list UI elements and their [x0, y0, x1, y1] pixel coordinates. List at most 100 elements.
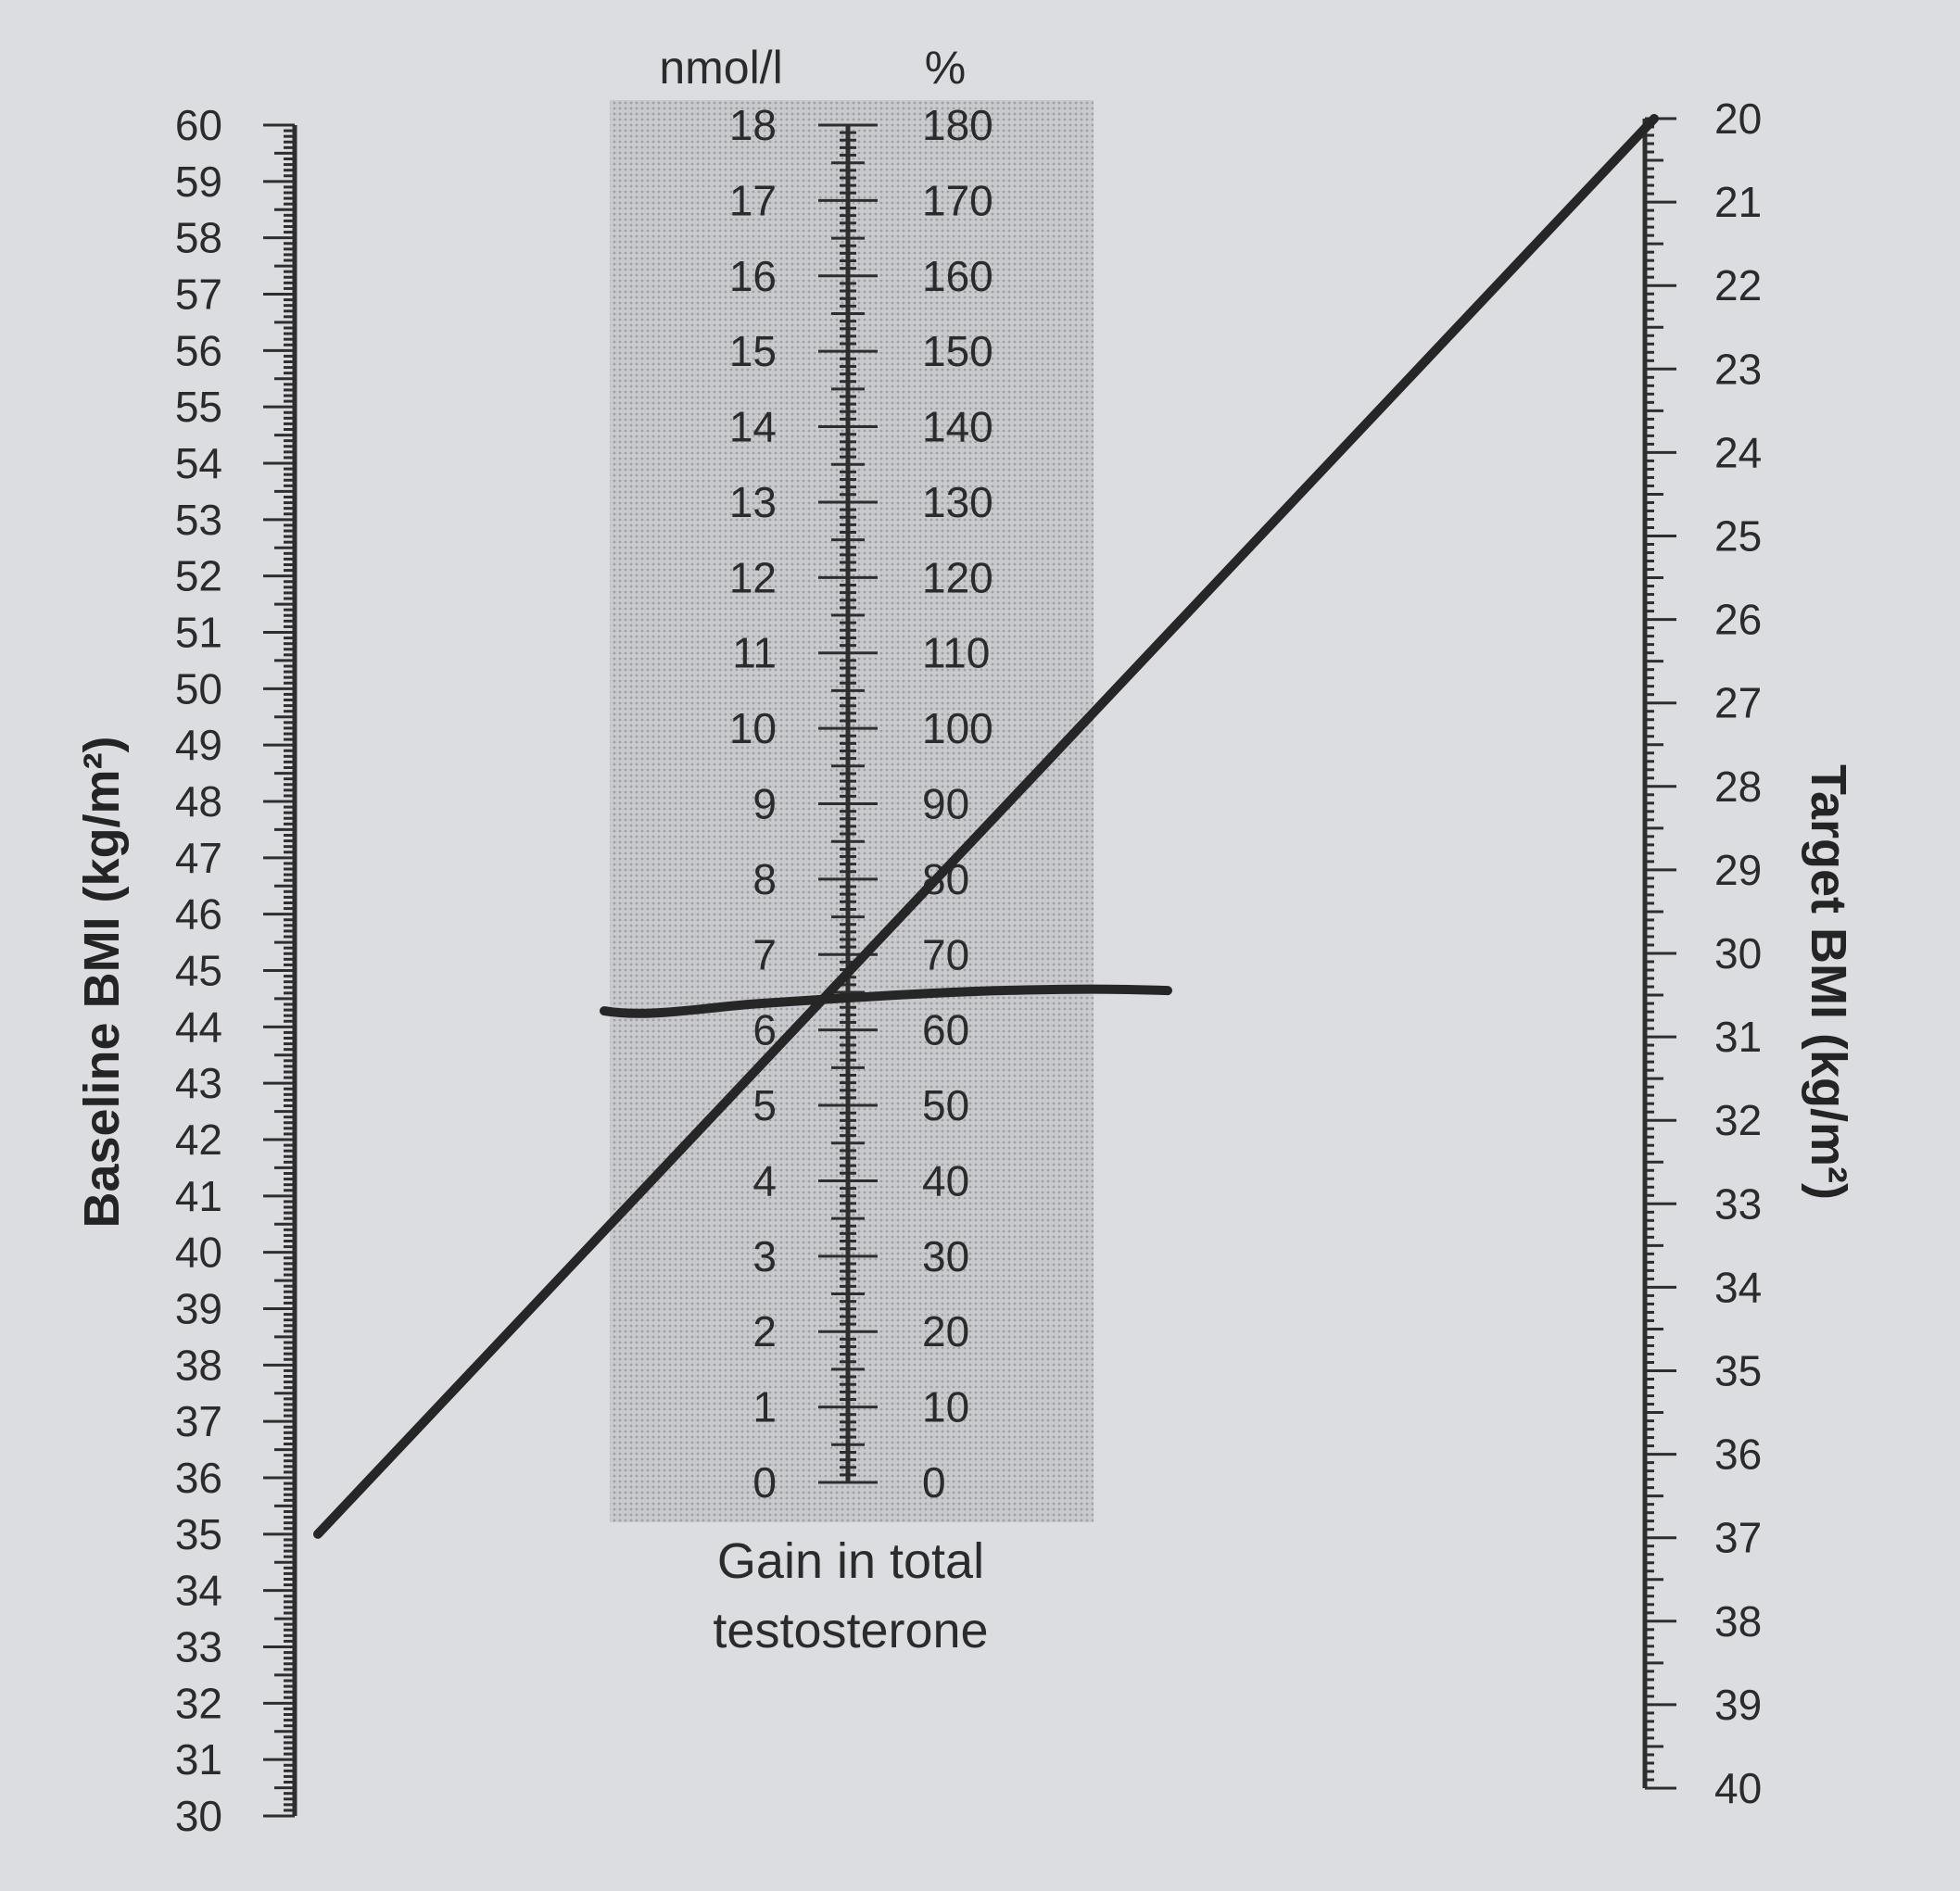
- center-caption-line1: Gain in total: [717, 1533, 984, 1589]
- right-axis-title: Target BMI (kg/m²): [1801, 764, 1856, 1200]
- center-nmol-label: 17: [729, 176, 777, 224]
- left-tick-label: 58: [175, 214, 222, 262]
- center-nmol-label: 12: [729, 553, 777, 601]
- right-tick-label: 27: [1714, 679, 1762, 727]
- center-nmol-label: 10: [729, 704, 777, 752]
- left-tick-label: 39: [175, 1285, 222, 1333]
- left-axis-ticks: [263, 123, 295, 1818]
- center-percent-label: 40: [922, 1156, 969, 1204]
- left-tick-label: 49: [175, 721, 222, 769]
- right-axis-labels: 20 21 22 23 24 25 26 27 28 29 30 31 32 33 34 35 36 37 38 39…: [1714, 95, 1762, 1812]
- center-percent-label: 30: [922, 1232, 969, 1280]
- left-tick-label: 31: [175, 1735, 222, 1784]
- left-tick-label: 42: [175, 1116, 222, 1164]
- right-tick-label: 38: [1714, 1597, 1762, 1645]
- center-nmol-label: 9: [752, 780, 777, 828]
- center-percent-label: 130: [922, 478, 993, 526]
- center-nmol-label: 4: [752, 1156, 777, 1204]
- center-unit-percent: %: [925, 42, 966, 94]
- center-caption-line2: testosterone: [713, 1603, 988, 1658]
- center-percent-label: 100: [922, 704, 993, 752]
- right-axis-ticks: [1645, 117, 1676, 1790]
- center-percent-label: 140: [922, 403, 993, 451]
- right-tick-label: 40: [1714, 1764, 1762, 1812]
- center-axis-ticks: [818, 123, 878, 1484]
- left-tick-label: 56: [175, 326, 222, 374]
- right-tick-label: 31: [1714, 1013, 1762, 1061]
- left-axis-labels: 30 31 32 33 34 35 36 37 38 39 40 41 42 43 44 45 46 47 48 49…: [175, 101, 222, 1840]
- right-tick-label: 24: [1714, 428, 1762, 476]
- center-percent-label: 20: [922, 1307, 969, 1355]
- center-nmol-label: 0: [752, 1458, 777, 1506]
- center-nmol-label: 3: [752, 1232, 777, 1280]
- left-tick-label: 32: [175, 1679, 222, 1727]
- hand-drawn-connector-line: [313, 114, 1659, 1539]
- hand-drawn-marker-line: [600, 984, 1172, 1018]
- right-tick-label: 33: [1714, 1179, 1762, 1228]
- center-nmol-label: 2: [752, 1307, 777, 1355]
- center-nmol-label: 11: [732, 629, 777, 677]
- center-nmol-label: 1: [752, 1383, 777, 1431]
- right-tick-label: 26: [1714, 596, 1762, 644]
- right-tick-label: 23: [1714, 345, 1762, 393]
- right-tick-label: 28: [1714, 763, 1762, 811]
- left-tick-label: 41: [175, 1172, 222, 1220]
- left-tick-label: 48: [175, 777, 222, 826]
- right-tick-label: 22: [1714, 261, 1762, 309]
- right-tick-label: 37: [1714, 1514, 1762, 1562]
- center-nmol-label: 5: [752, 1081, 777, 1129]
- center-nmol-label: 16: [729, 252, 777, 300]
- center-percent-label: 120: [922, 553, 993, 601]
- left-tick-label: 45: [175, 947, 222, 995]
- center-percent-label: 0: [922, 1458, 946, 1506]
- right-tick-label: 20: [1714, 95, 1762, 143]
- left-tick-label: 34: [175, 1567, 222, 1615]
- left-tick-label: 46: [175, 890, 222, 939]
- right-tick-label: 25: [1714, 512, 1762, 561]
- right-tick-label: 35: [1714, 1347, 1762, 1395]
- left-tick-label: 33: [175, 1623, 222, 1671]
- center-nmol-label: 8: [752, 855, 777, 903]
- left-tick-label: 30: [175, 1792, 222, 1840]
- left-tick-label: 54: [175, 439, 222, 487]
- right-tick-label: 21: [1714, 178, 1762, 226]
- center-nmol-label: 15: [729, 327, 777, 375]
- center-percent-label: 60: [922, 1006, 969, 1054]
- left-tick-label: 37: [175, 1397, 222, 1445]
- left-tick-label: 35: [175, 1510, 222, 1558]
- right-tick-label: 34: [1714, 1263, 1762, 1311]
- left-tick-label: 50: [175, 664, 222, 712]
- left-tick-label: 55: [175, 383, 222, 431]
- left-tick-label: 57: [175, 271, 222, 319]
- left-tick-label: 40: [175, 1229, 222, 1277]
- left-tick-label: 47: [175, 834, 222, 882]
- center-nmol-label: 7: [752, 930, 777, 978]
- center-unit-nmol: nmol/l: [659, 42, 782, 94]
- right-tick-label: 39: [1714, 1681, 1762, 1729]
- center-nmol-label: 13: [729, 478, 777, 526]
- center-percent-label: 110: [922, 629, 990, 677]
- left-tick-label: 38: [175, 1341, 222, 1389]
- left-tick-label: 52: [175, 552, 222, 600]
- center-percent-label: 10: [922, 1383, 969, 1431]
- center-percent-label: 160: [922, 252, 993, 300]
- left-tick-label: 51: [175, 609, 222, 657]
- right-tick-label: 29: [1714, 846, 1762, 894]
- left-tick-label: 53: [175, 496, 222, 544]
- left-tick-label: 36: [175, 1454, 222, 1502]
- center-percent-label: 90: [922, 780, 969, 828]
- center-percent-label: 170: [922, 176, 993, 224]
- right-tick-label: 36: [1714, 1431, 1762, 1479]
- left-axis-title: Baseline BMI (kg/m²): [74, 736, 130, 1228]
- center-percent-label: 70: [922, 930, 969, 978]
- right-tick-label: 30: [1714, 929, 1762, 977]
- left-tick-label: 44: [175, 1002, 222, 1051]
- center-percent-labels: 0102030405060708090100110120130140150160…: [922, 101, 993, 1506]
- center-percent-label: 180: [922, 101, 993, 149]
- left-tick-label: 43: [175, 1059, 222, 1107]
- left-tick-label: 60: [175, 101, 222, 149]
- center-nmol-label: 14: [729, 403, 777, 451]
- center-nmol-label: 18: [729, 101, 777, 149]
